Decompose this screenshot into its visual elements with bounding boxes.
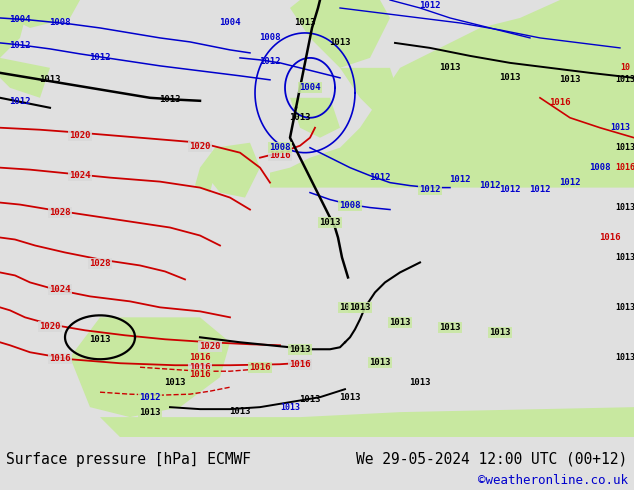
Text: ©weatheronline.co.uk: ©weatheronline.co.uk bbox=[477, 474, 628, 488]
Text: 1013: 1013 bbox=[389, 318, 411, 327]
Text: 1020: 1020 bbox=[190, 142, 210, 151]
Text: 1016: 1016 bbox=[289, 360, 311, 369]
Polygon shape bbox=[0, 0, 80, 28]
Text: 1004: 1004 bbox=[219, 19, 241, 27]
Text: 1013: 1013 bbox=[280, 403, 300, 412]
Polygon shape bbox=[270, 0, 634, 188]
Text: 1013: 1013 bbox=[289, 345, 311, 354]
Text: 1004: 1004 bbox=[10, 16, 31, 24]
Text: 1008: 1008 bbox=[269, 143, 291, 152]
Text: 1012: 1012 bbox=[529, 185, 551, 194]
Text: 1013: 1013 bbox=[489, 328, 511, 337]
Text: 1013: 1013 bbox=[339, 303, 361, 312]
Polygon shape bbox=[200, 143, 260, 197]
Text: 1008: 1008 bbox=[339, 201, 361, 210]
Text: Surface pressure [hPa] ECMWF: Surface pressure [hPa] ECMWF bbox=[6, 452, 251, 467]
Text: 1013: 1013 bbox=[615, 143, 634, 152]
Text: 1013: 1013 bbox=[339, 392, 361, 402]
Polygon shape bbox=[70, 318, 230, 417]
Text: 1012: 1012 bbox=[479, 181, 501, 190]
Text: 1013: 1013 bbox=[159, 95, 181, 104]
Text: 1016: 1016 bbox=[49, 354, 71, 363]
Text: 1013: 1013 bbox=[89, 335, 111, 344]
Polygon shape bbox=[100, 407, 634, 437]
Text: 1013: 1013 bbox=[299, 394, 321, 404]
Text: 1012: 1012 bbox=[10, 41, 31, 50]
Text: 1013: 1013 bbox=[615, 353, 634, 362]
Text: 1013: 1013 bbox=[349, 303, 371, 312]
Text: 1016: 1016 bbox=[615, 163, 634, 172]
Text: 1013: 1013 bbox=[559, 75, 581, 84]
Text: 1012: 1012 bbox=[259, 57, 281, 66]
Text: 1013: 1013 bbox=[230, 407, 251, 416]
Text: 1012: 1012 bbox=[369, 173, 391, 182]
Text: 1008: 1008 bbox=[49, 19, 71, 27]
Text: 1013: 1013 bbox=[615, 253, 634, 262]
Text: 1013: 1013 bbox=[499, 74, 521, 82]
Text: 1004: 1004 bbox=[299, 83, 321, 92]
Text: 1013: 1013 bbox=[615, 203, 634, 212]
Text: 1012: 1012 bbox=[419, 1, 441, 10]
Text: We 29-05-2024 12:00 UTC (00+12): We 29-05-2024 12:00 UTC (00+12) bbox=[356, 452, 628, 467]
Text: 1028: 1028 bbox=[49, 208, 71, 217]
Text: 1013: 1013 bbox=[329, 38, 351, 48]
Text: 1012: 1012 bbox=[89, 53, 111, 62]
Text: 1016: 1016 bbox=[549, 98, 571, 107]
Polygon shape bbox=[0, 58, 50, 98]
Text: 1028: 1028 bbox=[89, 259, 111, 268]
Text: 1008: 1008 bbox=[589, 163, 611, 172]
Text: 1016: 1016 bbox=[190, 370, 210, 379]
Text: 1016: 1016 bbox=[249, 363, 271, 372]
Text: 1013: 1013 bbox=[615, 75, 634, 84]
Text: 1013: 1013 bbox=[439, 63, 461, 73]
Text: 1024: 1024 bbox=[49, 285, 71, 294]
Text: 1013: 1013 bbox=[439, 323, 461, 332]
Polygon shape bbox=[290, 98, 340, 138]
Text: 1012: 1012 bbox=[499, 185, 521, 194]
Text: 1012: 1012 bbox=[419, 185, 441, 194]
Text: 1013: 1013 bbox=[164, 378, 186, 387]
Text: 1012: 1012 bbox=[10, 98, 31, 106]
Polygon shape bbox=[195, 168, 215, 193]
Polygon shape bbox=[290, 0, 390, 68]
Text: 1013: 1013 bbox=[294, 19, 316, 27]
Text: 1013: 1013 bbox=[410, 378, 430, 387]
Text: 1013: 1013 bbox=[369, 358, 391, 367]
Text: 1013: 1013 bbox=[320, 218, 340, 227]
Text: 1013: 1013 bbox=[139, 408, 161, 416]
Polygon shape bbox=[0, 0, 30, 58]
Text: 1020: 1020 bbox=[199, 342, 221, 351]
Text: 1013: 1013 bbox=[289, 113, 311, 122]
Text: 1012: 1012 bbox=[139, 392, 161, 402]
Text: 1012: 1012 bbox=[450, 175, 471, 184]
Text: 1016: 1016 bbox=[599, 233, 621, 242]
Text: 1013: 1013 bbox=[610, 123, 630, 132]
Text: 1020: 1020 bbox=[39, 322, 61, 331]
Text: 1020: 1020 bbox=[69, 131, 91, 140]
Text: 1024: 1024 bbox=[69, 171, 91, 180]
Text: 1016: 1016 bbox=[190, 363, 210, 372]
Text: 1008: 1008 bbox=[259, 33, 281, 43]
Text: 1012: 1012 bbox=[559, 178, 581, 187]
Text: 1016: 1016 bbox=[190, 353, 210, 362]
Text: 1013: 1013 bbox=[39, 75, 61, 84]
Text: 1013: 1013 bbox=[615, 303, 634, 312]
Text: 1016: 1016 bbox=[269, 151, 291, 160]
Polygon shape bbox=[340, 68, 400, 118]
Text: 10: 10 bbox=[620, 63, 630, 73]
